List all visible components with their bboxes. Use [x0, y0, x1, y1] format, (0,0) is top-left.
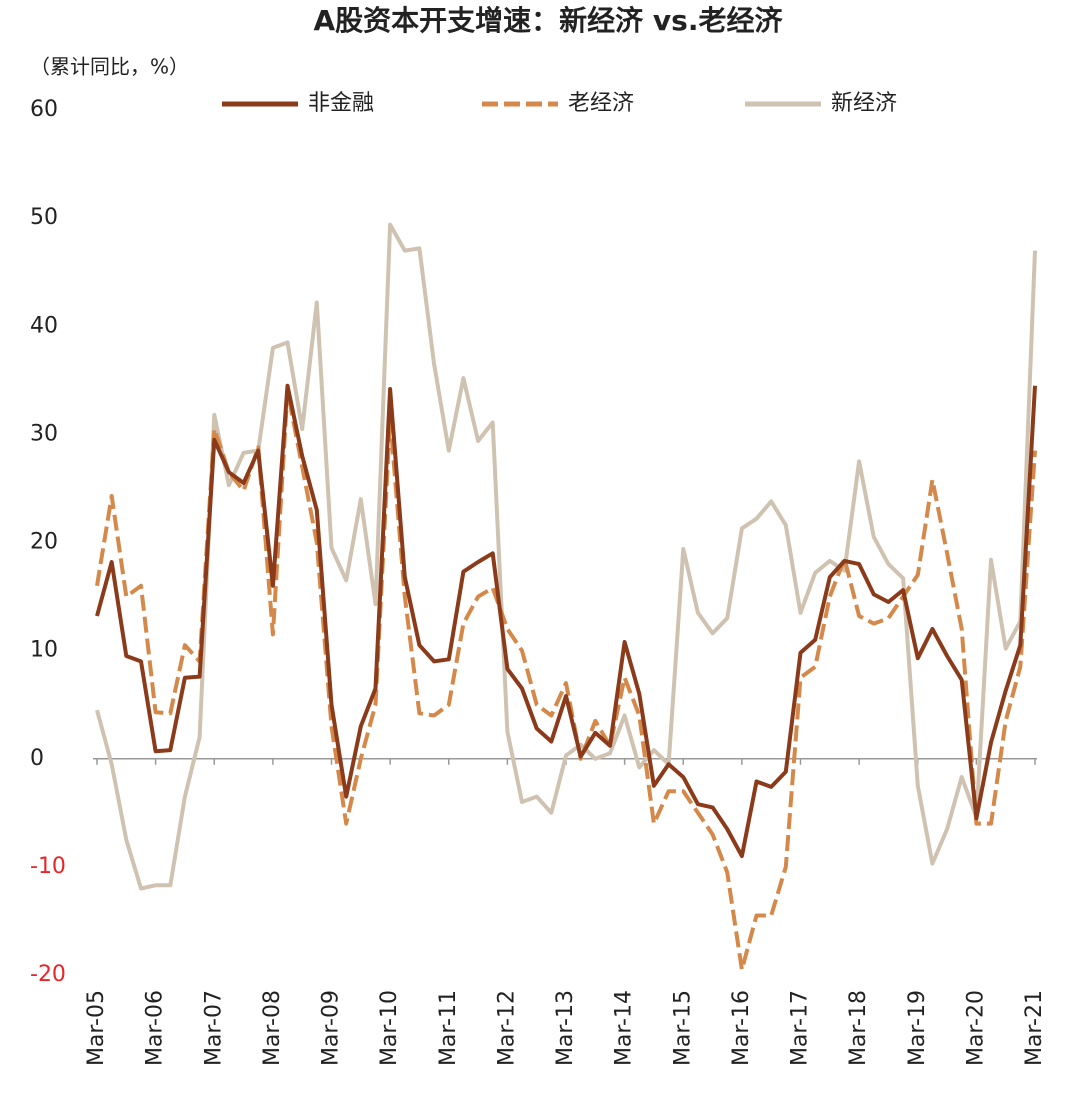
x-tick-label: Mar-11 — [436, 990, 461, 1066]
x-tick-label: Mar-05 — [84, 990, 109, 1066]
series-line — [95, 383, 1037, 859]
y-tick-label: 50 — [30, 205, 58, 230]
x-tick-label: Mar-12 — [494, 990, 519, 1066]
y-tick-label: 10 — [30, 638, 58, 663]
y-tick-label: 0 — [30, 746, 44, 771]
legend-label: 老经济 — [568, 91, 634, 116]
x-tick-label: Mar-10 — [377, 990, 402, 1066]
x-tick-label: Mar-15 — [670, 990, 695, 1066]
y-tick-label: 20 — [30, 530, 58, 555]
x-tick-label: Mar-16 — [729, 990, 754, 1066]
x-tick-label: Mar-18 — [846, 990, 871, 1066]
y-tick-label: -10 — [30, 854, 66, 879]
legend-label: 非金融 — [308, 91, 374, 116]
x-tick-label: Mar-09 — [319, 990, 344, 1066]
x-tick-label: Mar-20 — [963, 990, 988, 1066]
unit-label: （累计同比，%） — [30, 55, 189, 79]
legend-label: 新经济 — [831, 91, 897, 116]
series-line — [95, 222, 1037, 891]
x-tick-label: Mar-07 — [201, 990, 226, 1066]
x-tick-label: Mar-19 — [905, 990, 930, 1066]
x-tick-label: Mar-13 — [553, 990, 578, 1066]
x-tick-label: Mar-21 — [1022, 990, 1047, 1066]
x-tick-label: Mar-17 — [788, 990, 813, 1066]
x-tick-label: Mar-08 — [260, 990, 285, 1066]
y-tick-label: 60 — [30, 97, 58, 122]
y-tick-label: 40 — [30, 313, 58, 338]
chart-title: A股资本开支增速：新经济 vs.老经济 — [314, 4, 784, 37]
x-tick-label: Mar-14 — [612, 990, 637, 1066]
y-tick-label: -20 — [30, 962, 66, 987]
y-tick-label: 30 — [30, 421, 58, 446]
x-tick-label: Mar-06 — [143, 990, 168, 1066]
